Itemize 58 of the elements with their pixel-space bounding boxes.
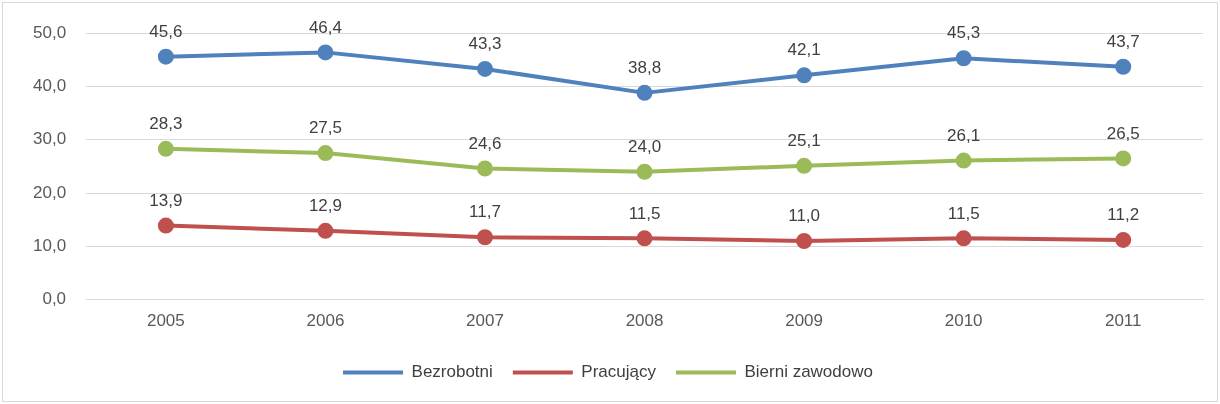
data-label: 24,0 bbox=[628, 136, 662, 156]
legend-label: Bierni zawodowo bbox=[744, 362, 873, 382]
data-label: 43,7 bbox=[1106, 31, 1140, 51]
data-label: 43,3 bbox=[468, 34, 502, 54]
data-label: 24,6 bbox=[468, 133, 502, 153]
data-label: 27,5 bbox=[308, 118, 342, 138]
x-tick-label: 2008 bbox=[625, 311, 664, 331]
data-label: 26,5 bbox=[1106, 123, 1140, 143]
point bbox=[955, 50, 972, 67]
data-label: 26,1 bbox=[947, 125, 981, 145]
point bbox=[476, 229, 493, 246]
data-label: 25,1 bbox=[787, 131, 821, 151]
x-tick-label: 2007 bbox=[466, 311, 504, 331]
data-label: 11,0 bbox=[788, 206, 821, 226]
y-tick-label: 10,0 bbox=[32, 236, 67, 256]
point bbox=[796, 67, 813, 84]
point bbox=[1115, 231, 1132, 248]
data-label: 42,1 bbox=[787, 40, 821, 60]
data-label: 12,9 bbox=[308, 196, 342, 216]
point bbox=[636, 84, 653, 101]
point bbox=[796, 157, 813, 174]
y-tick-label: 0,0 bbox=[42, 289, 67, 309]
point bbox=[157, 48, 174, 65]
data-label: 46,4 bbox=[308, 17, 342, 37]
point bbox=[317, 145, 334, 162]
x-tick-label: 2011 bbox=[1104, 311, 1142, 331]
point bbox=[636, 163, 653, 180]
legend-label: Bezrobotni bbox=[411, 362, 493, 382]
data-label: 11,2 bbox=[1107, 205, 1140, 225]
point bbox=[955, 230, 972, 247]
data-label: 11,5 bbox=[628, 203, 661, 223]
x-tick-label: 2009 bbox=[785, 311, 824, 331]
y-tick-label: 30,0 bbox=[32, 129, 67, 149]
point bbox=[157, 140, 174, 157]
data-label: 45,6 bbox=[149, 21, 183, 41]
data-label: 45,3 bbox=[947, 23, 981, 43]
y-tick-label: 50,0 bbox=[32, 22, 67, 42]
x-tick-label: 2010 bbox=[944, 311, 983, 331]
legend-label: Pracujący bbox=[581, 362, 657, 382]
point bbox=[476, 60, 493, 77]
point bbox=[476, 160, 493, 177]
point bbox=[1115, 150, 1132, 167]
data-label: 11,5 bbox=[947, 203, 980, 223]
point bbox=[796, 232, 813, 249]
point bbox=[636, 230, 653, 247]
data-label: 28,3 bbox=[149, 114, 183, 134]
point bbox=[317, 44, 334, 61]
y-tick-label: 20,0 bbox=[32, 182, 67, 202]
data-label: 11,7 bbox=[469, 202, 501, 222]
point bbox=[157, 217, 174, 234]
data-label: 13,9 bbox=[149, 190, 183, 210]
x-tick-label: 2006 bbox=[306, 311, 345, 331]
y-tick-label: 40,0 bbox=[32, 76, 67, 96]
point bbox=[317, 222, 334, 239]
x-tick-label: 2005 bbox=[146, 311, 185, 331]
point bbox=[955, 152, 972, 169]
data-label: 38,8 bbox=[628, 58, 662, 78]
point bbox=[1115, 58, 1132, 75]
